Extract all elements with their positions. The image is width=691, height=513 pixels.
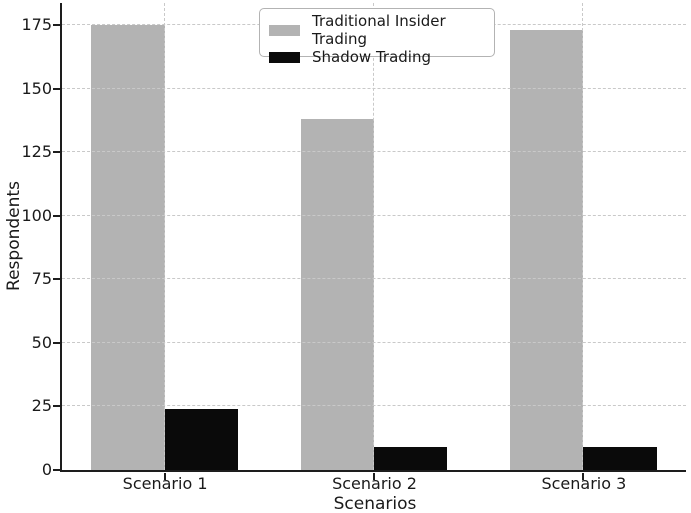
y-tick-label-75: 75 <box>31 269 52 289</box>
legend-swatch-traditional-insider-trading <box>269 24 300 36</box>
bar-shadow-trading-scenario-3 <box>583 447 657 470</box>
y-tick-mark-75 <box>52 278 60 281</box>
x-tick-label-scenario-2: Scenario 2 <box>332 474 417 493</box>
y-tick-label-175: 175 <box>21 15 52 35</box>
y-tick-mark-175 <box>52 24 60 27</box>
bar-shadow-trading-scenario-1 <box>164 409 238 470</box>
y-tick-label-0: 0 <box>41 460 52 479</box>
y-tick-label-125: 125 <box>21 142 52 162</box>
x-tick-label-scenario-3: Scenario 3 <box>541 474 627 493</box>
y-tick-mark-100 <box>52 214 60 217</box>
y-tick-mark-0 <box>52 469 60 471</box>
bar-traditional-insider-trading-scenario-2 <box>300 119 374 470</box>
x-tick-mark-scenario-1 <box>163 472 166 480</box>
y-tick-label-50: 50 <box>31 332 52 352</box>
bar-traditional-insider-trading-scenario-3 <box>510 30 584 470</box>
y-tick-label-150: 150 <box>21 78 52 98</box>
legend-label-shadow-trading: Shadow Trading <box>312 48 431 66</box>
legend-label-traditional-insider-trading: Traditional Insider Trading <box>312 12 446 48</box>
y-tick-mark-150 <box>52 87 60 90</box>
legend-entry-shadow: Shadow Trading <box>269 48 485 66</box>
y-tick-label-100: 100 <box>21 205 52 225</box>
legend: Traditional Insider Trading Shadow Tradi… <box>259 8 495 66</box>
bar-shadow-trading-scenario-2 <box>374 447 448 470</box>
y-tick-mark-50 <box>52 341 60 344</box>
x-axis-label: Scenarios <box>333 494 417 513</box>
legend-swatch-shadow-trading <box>269 51 300 63</box>
plot-area <box>52 3 686 480</box>
x-tick-mark-scenario-3 <box>582 472 585 480</box>
y-tick-mark-25 <box>52 405 60 408</box>
legend-entry-traditional: Traditional Insider Trading <box>269 12 485 48</box>
x-tick-mark-scenario-2 <box>373 472 375 480</box>
y-tick-mark-125 <box>52 151 60 154</box>
x-tick-label-scenario-1: Scenario 1 <box>122 474 208 493</box>
y-tick-label-25: 25 <box>31 396 52 416</box>
bar-traditional-insider-trading-scenario-1 <box>91 25 165 470</box>
